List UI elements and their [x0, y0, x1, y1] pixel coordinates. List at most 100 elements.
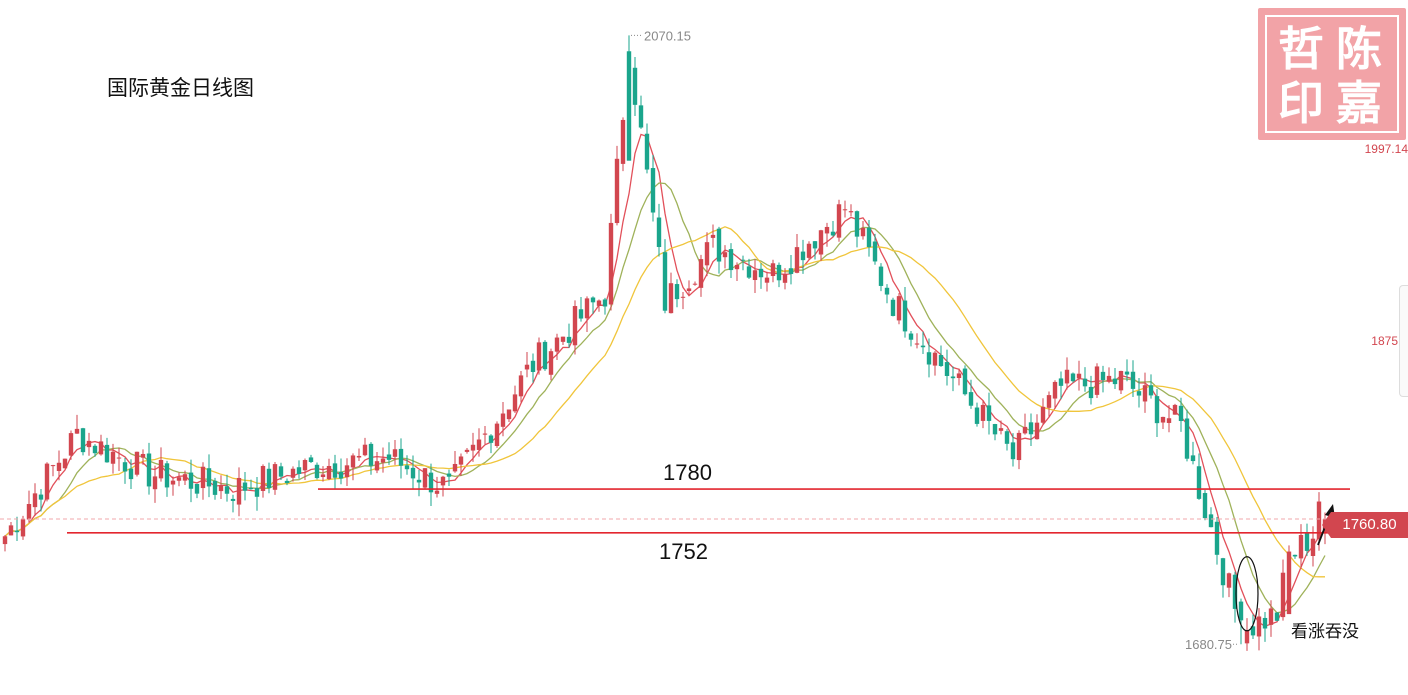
seal-char-2: 陈: [1336, 22, 1382, 76]
candle: [1082, 367, 1088, 392]
candle: [92, 444, 98, 457]
candle: [470, 432, 476, 462]
candle-body: [1148, 385, 1154, 396]
candle: [332, 454, 338, 490]
candle: [686, 280, 692, 296]
candle-body: [200, 466, 206, 489]
candle-body: [20, 519, 26, 537]
candle: [410, 455, 416, 489]
candle-body: [920, 345, 926, 348]
candle: [434, 476, 440, 498]
candle: [1196, 453, 1202, 500]
candle-body: [116, 457, 122, 459]
candle-body: [818, 230, 824, 255]
candle-body: [860, 227, 866, 237]
ma-medium-line: [4, 182, 1326, 614]
candle: [1058, 371, 1064, 400]
candle: [518, 371, 524, 403]
candle: [1148, 374, 1154, 399]
candle: [512, 385, 518, 414]
candle: [98, 434, 104, 456]
candle: [380, 447, 386, 473]
candle-body: [806, 243, 812, 258]
candle-body: [1052, 381, 1058, 399]
candle-body: [590, 297, 596, 303]
candle-body: [1028, 422, 1034, 435]
candle-body: [80, 428, 86, 453]
candle: [428, 463, 434, 507]
candle: [632, 57, 638, 117]
candle: [152, 465, 158, 503]
candle-body: [170, 480, 176, 485]
candle-body: [122, 462, 128, 472]
candle: [386, 442, 392, 465]
candle-body: [428, 472, 434, 493]
candle-body: [812, 241, 818, 249]
candle: [1262, 611, 1268, 642]
candle: [740, 255, 746, 271]
candle-body: [1070, 373, 1076, 382]
candle: [302, 458, 308, 481]
candle: [1214, 516, 1220, 565]
candle: [1208, 507, 1214, 528]
candle: [764, 271, 770, 292]
candle-body: [224, 486, 230, 494]
candle-body: [620, 119, 626, 164]
candle-body: [1040, 406, 1046, 423]
candle-body: [752, 270, 758, 281]
candle: [578, 296, 584, 322]
low-price-label: 1680.75: [1185, 637, 1232, 652]
candle: [1226, 572, 1232, 598]
candle-body: [296, 467, 302, 474]
candle-body: [902, 300, 908, 332]
candle-body: [656, 217, 662, 248]
candle-body: [950, 376, 956, 379]
candle-body: [980, 404, 986, 421]
side-scroll-handle[interactable]: [1399, 285, 1408, 397]
candle: [326, 458, 332, 481]
candle: [956, 368, 962, 386]
candle: [1004, 429, 1010, 451]
candle-body: [386, 454, 392, 460]
candle: [800, 239, 806, 274]
candle-body: [824, 226, 830, 234]
candle: [1076, 360, 1082, 391]
candle-body: [1238, 601, 1244, 621]
candle: [530, 353, 536, 383]
candle-body: [1022, 426, 1028, 434]
candle: [1046, 391, 1052, 418]
candle-body: [1232, 574, 1238, 609]
candle-body: [644, 133, 650, 170]
candle: [908, 331, 914, 347]
pattern-label: 看涨吞没: [1291, 622, 1359, 642]
candle: [650, 154, 656, 222]
candle: [770, 259, 776, 283]
candle: [890, 297, 896, 317]
candle-body: [26, 504, 32, 520]
candle: [356, 448, 362, 461]
candle: [914, 333, 920, 349]
candle: [614, 145, 620, 226]
candle-body: [254, 488, 260, 497]
last-price-tag: 1760.80: [1322, 512, 1408, 538]
candle-body: [698, 259, 704, 288]
candle: [842, 200, 848, 218]
candle-body: [1034, 422, 1040, 440]
level-label-1780: 1780: [663, 460, 712, 485]
candle: [110, 443, 116, 474]
candle: [620, 117, 626, 172]
level-label-1752: 1752: [659, 539, 708, 564]
candle: [194, 483, 200, 499]
candle-body: [1160, 416, 1166, 423]
candle: [464, 447, 470, 454]
candle: [680, 292, 686, 310]
candle: [146, 442, 152, 495]
candle: [716, 226, 722, 274]
candle-body: [284, 480, 290, 484]
candle: [608, 213, 614, 311]
candle-body: [938, 355, 944, 367]
candle: [920, 331, 926, 354]
candle: [836, 199, 842, 242]
candle: [806, 241, 812, 260]
candle-body: [992, 424, 998, 435]
